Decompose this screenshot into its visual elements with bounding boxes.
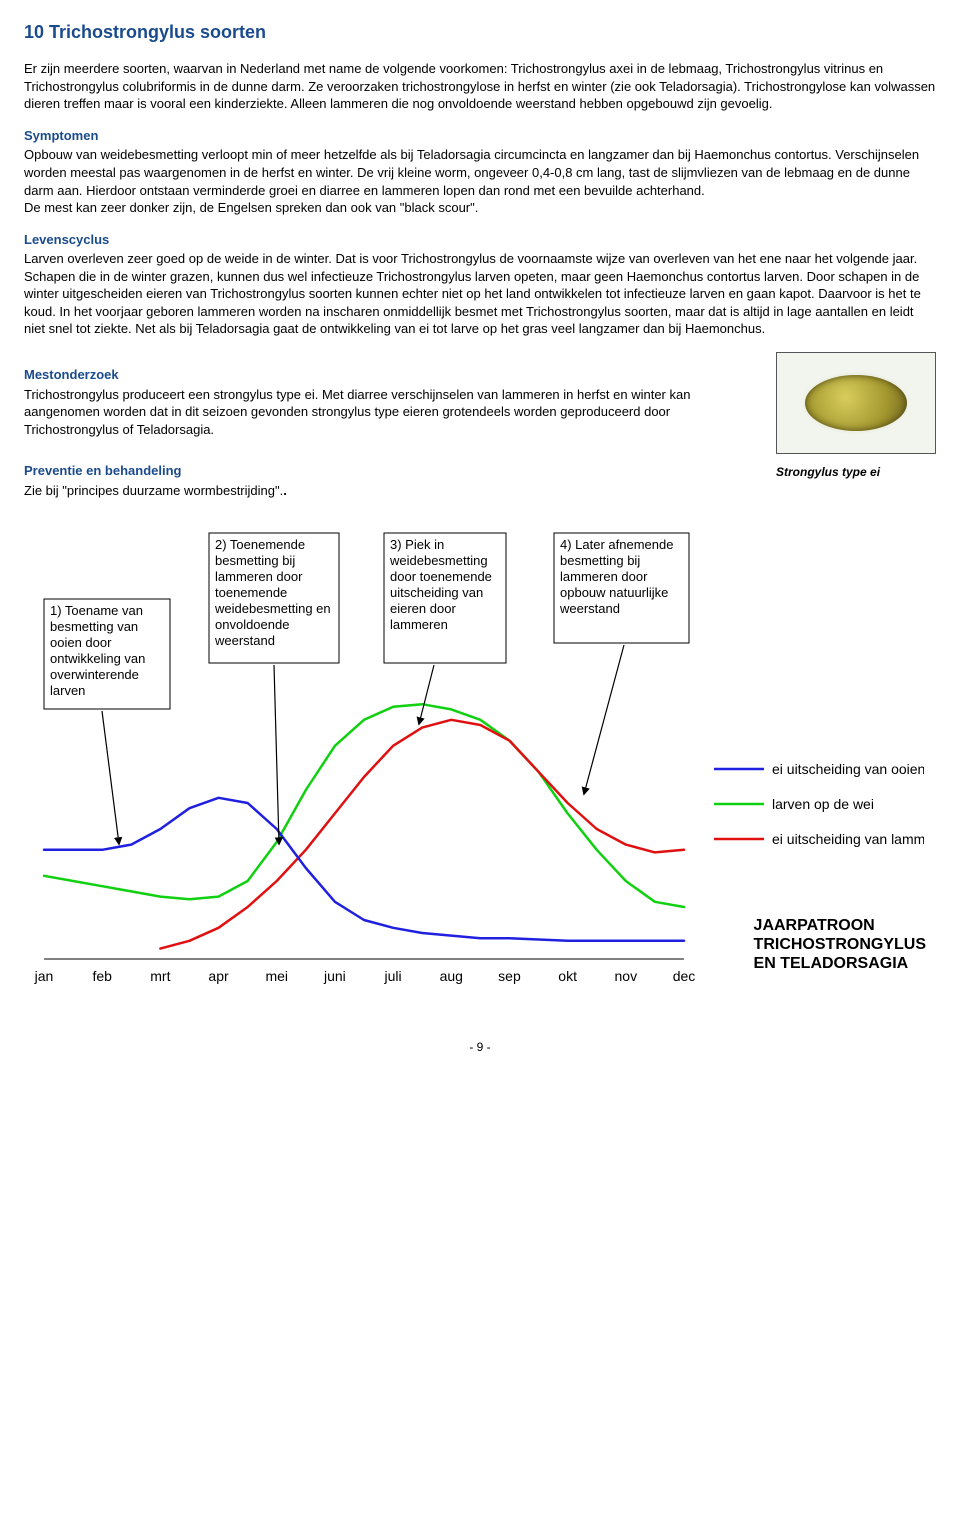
svg-text:weidebesmetting: weidebesmetting bbox=[389, 553, 488, 568]
svg-text:juni: juni bbox=[323, 968, 346, 984]
svg-text:feb: feb bbox=[92, 968, 112, 984]
svg-text:okt: okt bbox=[558, 968, 577, 984]
svg-text:ei uitscheiding van ooien: ei uitscheiding van ooien bbox=[772, 761, 924, 777]
svg-text:2) Toenemende: 2) Toenemende bbox=[215, 537, 305, 552]
svg-text:ei uitscheiding van lammeren: ei uitscheiding van lammeren bbox=[772, 831, 924, 847]
svg-text:3) Piek in: 3) Piek in bbox=[390, 537, 444, 552]
svg-text:overwinterende: overwinterende bbox=[50, 667, 139, 682]
svg-text:juli: juli bbox=[384, 968, 402, 984]
year-pattern-chart: jan feb mrt apr mei juni juli aug sep okt nov dec ei… bbox=[24, 529, 936, 1009]
preventie-heading: Preventie en behandeling bbox=[24, 462, 760, 480]
svg-text:1) Toename van: 1) Toename van bbox=[50, 603, 143, 618]
svg-text:dec: dec bbox=[673, 968, 696, 984]
svg-text:ontwikkeling van: ontwikkeling van bbox=[50, 651, 145, 666]
svg-text:sep: sep bbox=[498, 968, 521, 984]
strongylus-egg-image bbox=[776, 352, 936, 454]
svg-text:besmetting bij: besmetting bij bbox=[215, 553, 295, 568]
levenscyclus-heading: Levenscyclus bbox=[24, 231, 936, 249]
svg-text:uitscheiding van: uitscheiding van bbox=[390, 585, 483, 600]
svg-text:weerstand: weerstand bbox=[559, 601, 620, 616]
page-number: - 9 - bbox=[24, 1039, 936, 1055]
symptomen-heading: Symptomen bbox=[24, 127, 936, 145]
svg-text:lammeren door: lammeren door bbox=[560, 569, 648, 584]
svg-text:opbouw natuurlijke: opbouw natuurlijke bbox=[560, 585, 668, 600]
svg-text:apr: apr bbox=[208, 968, 229, 984]
svg-text:besmetting bij: besmetting bij bbox=[560, 553, 640, 568]
levenscyclus-body: Larven overleven zeer goed op de weide i… bbox=[24, 250, 936, 338]
svg-text:weerstand: weerstand bbox=[214, 633, 275, 648]
egg-caption: Strongylus type ei bbox=[776, 464, 936, 480]
svg-text:eieren door: eieren door bbox=[390, 601, 456, 616]
svg-text:ooien door: ooien door bbox=[50, 635, 112, 650]
svg-text:jan: jan bbox=[34, 968, 54, 984]
symptomen-body: Opbouw van weidebesmetting verloopt min … bbox=[24, 146, 936, 199]
svg-text:weidebesmetting en: weidebesmetting en bbox=[214, 601, 331, 616]
mestonderzoek-body: Trichostrongylus produceert een strongyl… bbox=[24, 386, 760, 439]
intro-paragraph: Er zijn meerdere soorten, waarvan in Ned… bbox=[24, 60, 936, 113]
svg-text:larven: larven bbox=[50, 683, 85, 698]
svg-text:larven op de wei: larven op de wei bbox=[772, 796, 874, 812]
mestonderzoek-heading: Mestonderzoek bbox=[24, 366, 760, 384]
svg-text:aug: aug bbox=[440, 968, 463, 984]
symptomen-body2: De mest kan zeer donker zijn, de Engelse… bbox=[24, 199, 936, 217]
svg-text:door toenemende: door toenemende bbox=[390, 569, 492, 584]
chart-side-title: JAARPATROON TRICHOSTRONGYLUS EN TELADORS… bbox=[754, 916, 926, 974]
svg-text:lammeren door: lammeren door bbox=[215, 569, 303, 584]
svg-text:4) Later afnemende: 4) Later afnemende bbox=[560, 537, 673, 552]
svg-text:mei: mei bbox=[265, 968, 288, 984]
page-title: 10 Trichostrongylus soorten bbox=[24, 20, 936, 44]
svg-text:nov: nov bbox=[615, 968, 638, 984]
svg-text:lammeren: lammeren bbox=[390, 617, 448, 632]
preventie-body: Zie bij "principes duurzame wormbestrijd… bbox=[24, 482, 760, 500]
svg-text:mrt: mrt bbox=[150, 968, 170, 984]
svg-text:onvoldoende: onvoldoende bbox=[215, 617, 289, 632]
svg-text:toenemende: toenemende bbox=[215, 585, 287, 600]
svg-text:besmetting van: besmetting van bbox=[50, 619, 138, 634]
